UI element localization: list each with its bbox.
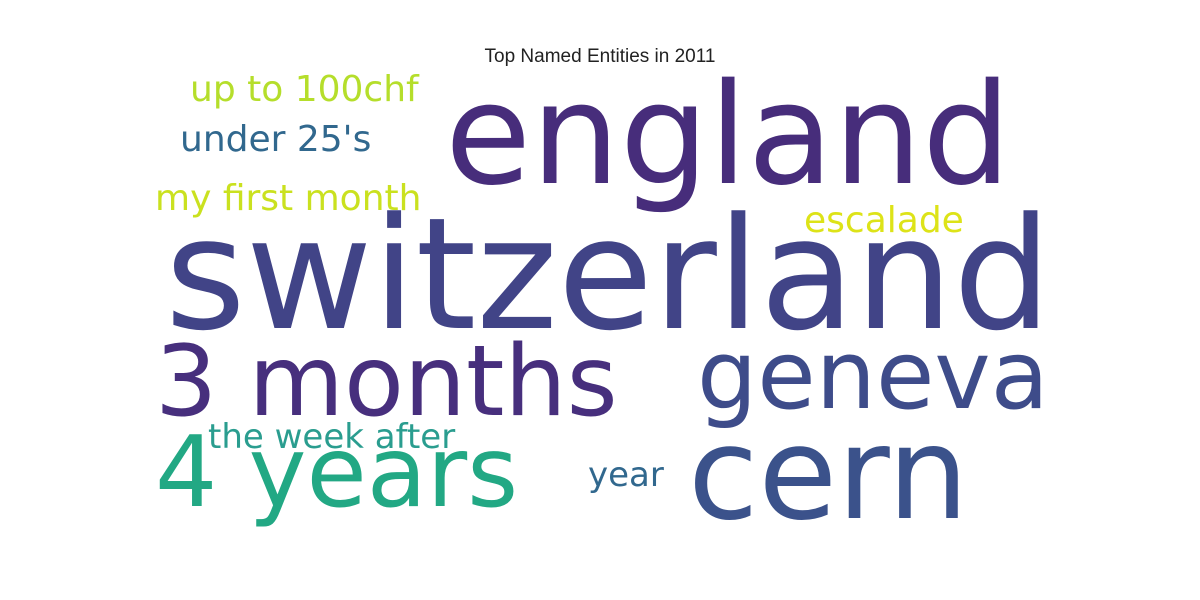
word-up-to-100chf: up to 100chf <box>190 69 420 110</box>
word-4-years: 4 years <box>155 416 518 530</box>
word-cern: cern <box>688 400 969 549</box>
word-my-first-month: my first month <box>155 178 421 219</box>
word-escalade: escalade <box>804 200 964 241</box>
word-the-week-after: the week after <box>208 417 455 457</box>
word-3-months: 3 months <box>155 325 618 439</box>
word-under-25-s: under 25's <box>180 119 371 160</box>
word-switzerland: switzerland <box>165 184 1051 365</box>
chart-title: Top Named Entities in 2011 <box>484 46 716 67</box>
word-england: england <box>445 54 1011 217</box>
word-year: year <box>588 455 664 495</box>
word-geneva: geneva <box>697 321 1049 431</box>
